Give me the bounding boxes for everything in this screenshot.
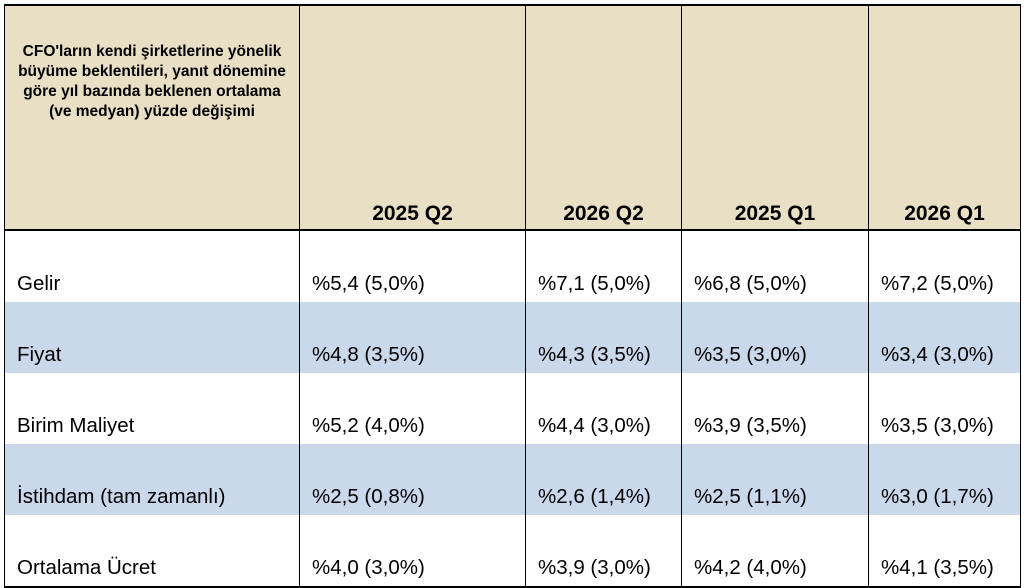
table-row: Gelir %5,4 (5,0%) %7,1 (5,0%) %6,8 (5,0%… [4,230,1021,302]
table-row: İstihdam (tam zamanlı) %2,5 (0,8%) %2,6 … [4,444,1021,515]
growth-expectations-table-container: CFO'ların kendi şirketlerine yönelik büy… [4,4,1021,588]
table-cell: %3,9 (3,5%) [681,373,869,444]
table-body: Gelir %5,4 (5,0%) %7,1 (5,0%) %6,8 (5,0%… [4,230,1021,588]
table-header: CFO'ların kendi şirketlerine yönelik büy… [4,4,1021,231]
table-cell: %2,5 (1,1%) [681,444,869,515]
table-description: CFO'ların kendi şirketlerine yönelik büy… [4,4,300,231]
table-cell: %5,4 (5,0%) [299,230,526,302]
table-cell: %4,4 (3,0%) [525,373,682,444]
table-row: Ortalama Ücret %4,0 (3,0%) %3,9 (3,0%) %… [4,515,1021,588]
table-row: Birim Maliyet %5,2 (4,0%) %4,4 (3,0%) %3… [4,373,1021,444]
row-label: Gelir [4,230,300,302]
table-cell: %3,5 (3,0%) [868,373,1021,444]
header-row: CFO'ların kendi şirketlerine yönelik büy… [4,4,1021,231]
row-label: Ortalama Ücret [4,515,300,588]
table-cell: %7,2 (5,0%) [868,230,1021,302]
table-cell: %4,3 (3,5%) [525,302,682,373]
table-cell: %7,1 (5,0%) [525,230,682,302]
table-row: Fiyat %4,8 (3,5%) %4,3 (3,5%) %3,5 (3,0%… [4,302,1021,373]
table-cell: %5,2 (4,0%) [299,373,526,444]
table-cell: %2,6 (1,4%) [525,444,682,515]
table-cell: %4,8 (3,5%) [299,302,526,373]
table-cell: %6,8 (5,0%) [681,230,869,302]
table-cell: %3,5 (3,0%) [681,302,869,373]
table-cell: %4,0 (3,0%) [299,515,526,588]
row-label: Fiyat [4,302,300,373]
table-cell: %4,2 (4,0%) [681,515,869,588]
table-cell: %2,5 (0,8%) [299,444,526,515]
growth-expectations-table: CFO'ların kendi şirketlerine yönelik büy… [4,4,1021,588]
column-header-2026-q1: 2026 Q1 [868,4,1021,231]
column-header-2025-q1: 2025 Q1 [681,4,869,231]
row-label: Birim Maliyet [4,373,300,444]
table-cell: %3,0 (1,7%) [868,444,1021,515]
column-header-2025-q2: 2025 Q2 [299,4,526,231]
column-header-2026-q2: 2026 Q2 [525,4,682,231]
table-cell: %3,4 (3,0%) [868,302,1021,373]
row-label: İstihdam (tam zamanlı) [4,444,300,515]
table-cell: %4,1 (3,5%) [868,515,1021,588]
table-cell: %3,9 (3,0%) [525,515,682,588]
